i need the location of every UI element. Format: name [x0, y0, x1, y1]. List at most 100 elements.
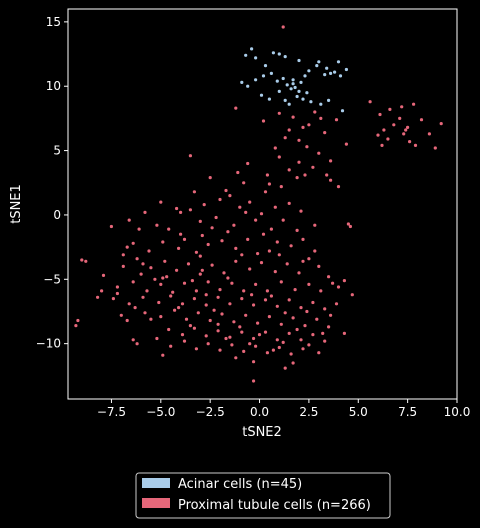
- data-point: [254, 56, 258, 60]
- x-tick-label: 2.5: [299, 405, 318, 419]
- data-point: [303, 324, 307, 328]
- data-point: [327, 325, 331, 329]
- data-point: [325, 66, 329, 70]
- legend-box: [135, 472, 391, 519]
- data-point: [256, 252, 260, 256]
- data-point: [419, 118, 424, 122]
- y-tick-label: 5: [53, 144, 61, 158]
- data-point: [321, 331, 325, 335]
- data-point: [220, 312, 224, 316]
- data-point: [307, 257, 311, 261]
- data-point: [238, 325, 242, 329]
- data-point: [119, 313, 123, 317]
- data-point: [256, 321, 260, 325]
- data-point: [200, 233, 204, 238]
- data-point: [188, 208, 192, 212]
- data-point: [275, 338, 279, 342]
- data-point: [101, 273, 106, 277]
- data-point: [175, 206, 179, 211]
- data-point: [192, 326, 196, 330]
- data-point: [408, 140, 412, 144]
- data-point: [232, 223, 236, 227]
- data-point: [188, 154, 192, 158]
- data-point: [198, 219, 202, 223]
- data-point: [273, 205, 277, 209]
- data-point: [167, 327, 171, 332]
- data-point: [334, 118, 339, 122]
- legend: Acinar cells (n=45) Proximal tubule cell…: [135, 472, 391, 519]
- data-point: [159, 200, 163, 204]
- data-point: [311, 300, 315, 305]
- data-point: [295, 176, 299, 180]
- data-point: [299, 338, 303, 342]
- data-point: [252, 360, 256, 364]
- data-point: [265, 289, 269, 293]
- data-point: [307, 343, 311, 347]
- data-point: [265, 351, 269, 355]
- data-point: [125, 318, 129, 323]
- data-point: [277, 345, 281, 350]
- data-point: [177, 306, 181, 310]
- data-point: [289, 244, 293, 248]
- y-axis-label: tSNE1: [9, 184, 24, 224]
- data-point: [283, 55, 287, 59]
- x-tick-label: −2.5: [196, 405, 225, 419]
- data-point: [234, 106, 238, 110]
- data-point: [161, 276, 165, 280]
- data-point: [297, 138, 301, 142]
- data-point: [220, 239, 224, 243]
- data-point: [287, 102, 291, 106]
- x-tick-label: −5.0: [146, 405, 175, 419]
- data-point: [252, 336, 256, 341]
- data-point: [240, 80, 244, 84]
- data-point: [295, 327, 299, 332]
- data-point: [313, 249, 317, 253]
- data-point: [169, 344, 173, 348]
- data-point: [386, 137, 390, 141]
- data-point: [271, 348, 275, 352]
- data-point: [141, 262, 145, 266]
- data-point: [252, 303, 256, 307]
- data-point: [317, 264, 321, 268]
- data-point: [287, 128, 291, 132]
- data-point: [234, 259, 238, 263]
- data-point: [149, 317, 153, 321]
- data-point: [317, 60, 321, 64]
- data-point: [254, 344, 258, 348]
- data-point: [279, 185, 283, 189]
- data-point: [137, 227, 141, 231]
- data-point: [204, 303, 208, 307]
- data-point: [261, 232, 266, 236]
- data-point: [271, 51, 275, 55]
- data-point: [242, 289, 246, 293]
- data-point: [291, 115, 295, 119]
- data-point: [244, 313, 248, 317]
- data-point: [315, 317, 319, 321]
- data-point: [131, 280, 135, 284]
- data-point: [336, 285, 341, 289]
- x-axis-label: tSNE2: [242, 425, 282, 440]
- data-point: [240, 253, 244, 257]
- x-tick-label: −7.5: [97, 405, 126, 419]
- data-point: [210, 226, 214, 230]
- data-point: [279, 322, 283, 326]
- data-point: [285, 83, 289, 87]
- data-point: [159, 282, 163, 286]
- data-point: [204, 334, 208, 338]
- data-point: [250, 47, 254, 51]
- data-point: [317, 151, 321, 155]
- data-point: [236, 170, 240, 175]
- data-point: [392, 123, 396, 127]
- data-point: [259, 93, 264, 97]
- data-point: [281, 25, 285, 29]
- data-point: [311, 333, 315, 337]
- data-point: [325, 173, 329, 177]
- data-point: [115, 285, 119, 289]
- data-point: [323, 131, 327, 135]
- data-point: [299, 209, 303, 213]
- data-point: [323, 73, 327, 77]
- data-point: [216, 322, 220, 326]
- data-point: [307, 123, 311, 127]
- data-point: [208, 176, 212, 180]
